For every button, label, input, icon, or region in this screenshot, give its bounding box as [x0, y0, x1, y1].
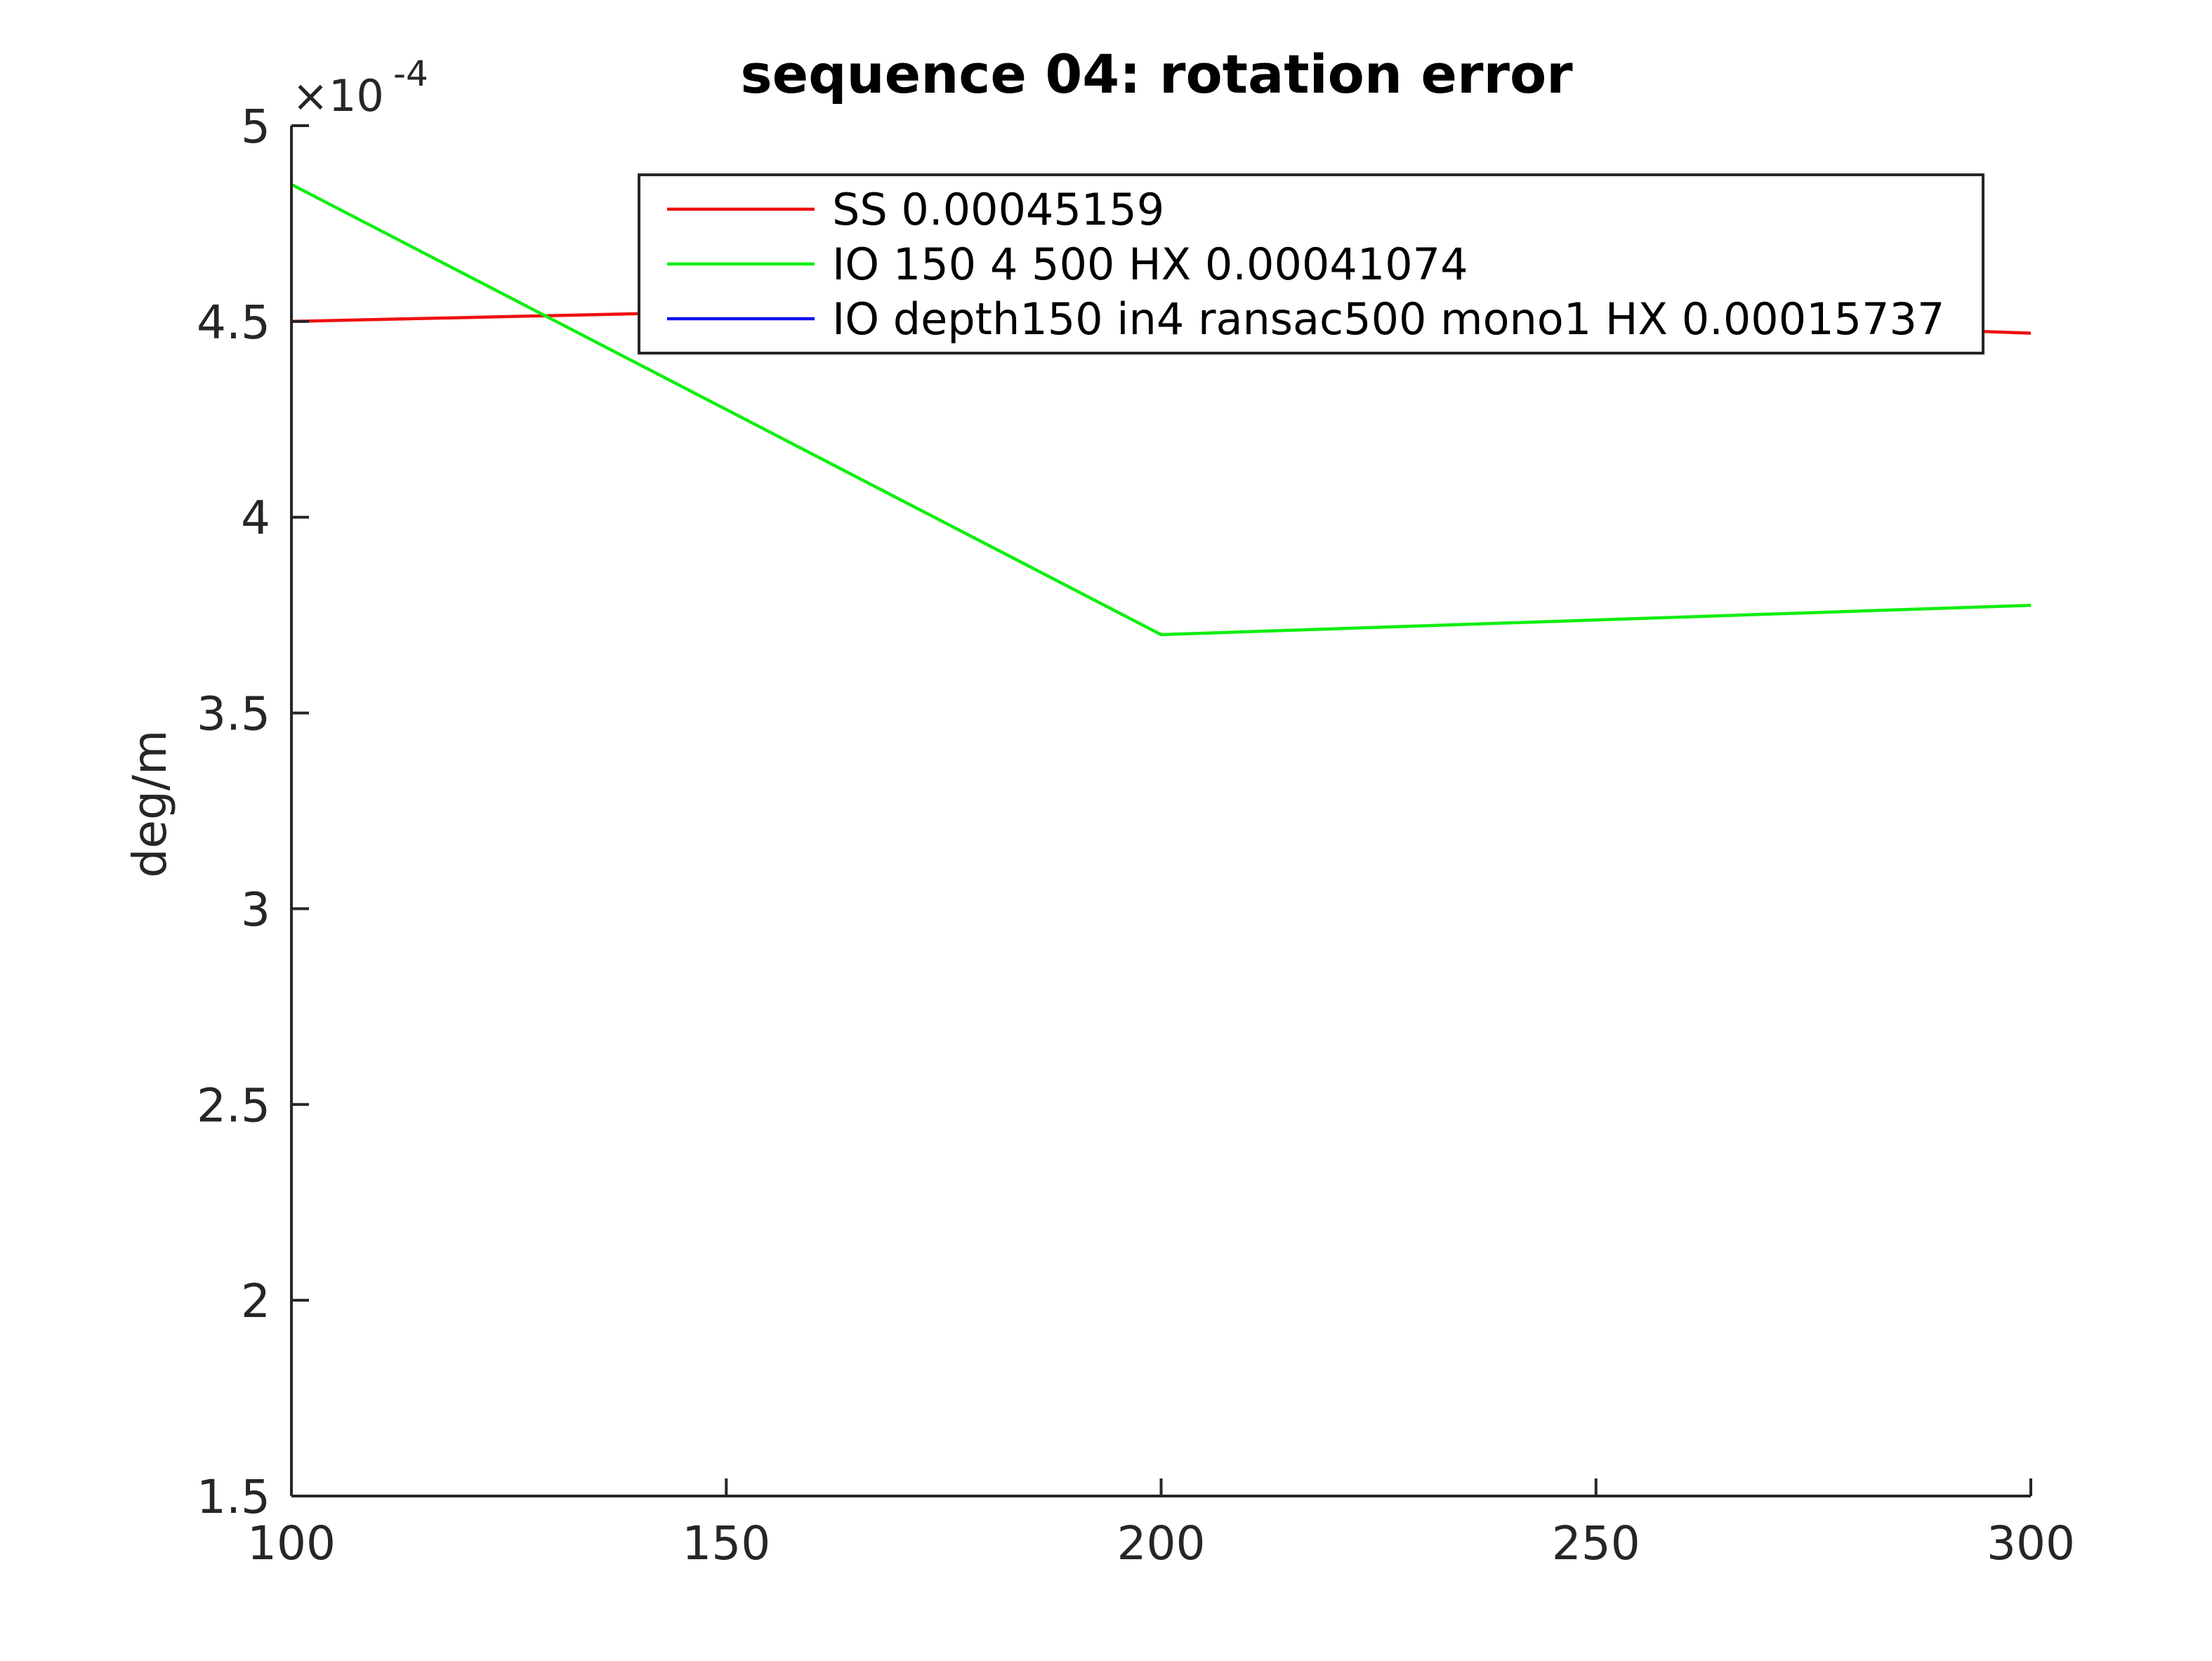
y-axis-label: deg/m	[123, 730, 177, 878]
axes: 100 150 200 250 300 1.5 2 2.5 3 3.5 4 4.5 5	[197, 100, 2075, 1570]
y-tick-label: 4	[241, 491, 270, 545]
legend-entry-2: IO 150 4 500 HX 0.00041074	[832, 239, 1468, 290]
exponent-power: -4	[393, 53, 428, 94]
y-tick-label: 4.5	[197, 296, 270, 350]
exponent-label: ×10 -4	[292, 53, 428, 121]
legend-entry-1: SS 0.00045159	[832, 184, 1164, 235]
y-tick-label: 1.5	[197, 1470, 270, 1524]
series-line-2	[290, 183, 2032, 637]
x-tick-label: 100	[247, 1516, 336, 1570]
x-tick-label: 250	[1552, 1516, 1640, 1570]
chart-title: sequence 04: rotation error	[740, 43, 1573, 105]
legend-entry-3: IO depth150 in4 ransac500 mono1 HX 0.000…	[832, 293, 1944, 345]
y-tick-label: 3	[241, 882, 270, 937]
y-tick-label: 5	[241, 100, 270, 154]
y-tick-label: 3.5	[197, 687, 270, 741]
exponent-base: ×10	[292, 70, 384, 121]
legend-box	[638, 173, 1984, 355]
y-tick-label: 2	[241, 1274, 270, 1328]
x-tick-label: 200	[1117, 1516, 1206, 1570]
y-tick-label: 2.5	[197, 1078, 270, 1132]
x-tick-label: 150	[682, 1516, 770, 1570]
x-tick-label: 300	[1987, 1516, 2075, 1570]
